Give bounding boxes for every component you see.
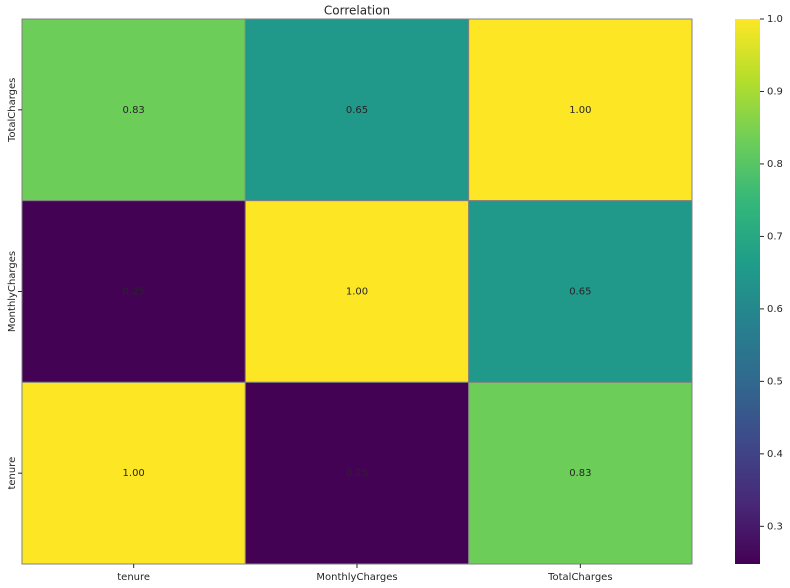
colorbar-tick-label: 0.7 (767, 231, 783, 242)
cell-label: 1.00 (123, 468, 145, 479)
cell-label: 1.00 (346, 287, 368, 298)
colorbar-tick-label: 0.9 (767, 86, 783, 97)
heatmap-cell (21, 18, 246, 202)
x-tick-label: MonthlyCharges (316, 572, 397, 583)
y-tick-label: TotalCharges (7, 78, 18, 143)
colorbar (735, 19, 760, 564)
colorbar-tick-label: 0.6 (767, 304, 783, 315)
heatmap-cell (468, 18, 693, 202)
cell-label: 0.83 (123, 105, 145, 116)
cell-label: 0.25 (123, 287, 145, 298)
heatmap-cell (21, 381, 246, 565)
colorbar-tick-label: 1.0 (767, 14, 783, 25)
colorbar-tick-label: 0.5 (767, 376, 783, 387)
y-tick-label: tenure (7, 457, 18, 490)
y-tick-label: MonthlyCharges (7, 251, 18, 332)
colorbar-tick-label: 0.4 (767, 449, 783, 460)
colorbar-tick-label: 0.8 (767, 159, 783, 170)
heatmap-cell (244, 200, 470, 383)
x-tick-label: TotalCharges (547, 572, 612, 583)
cell-label: 0.25 (346, 468, 368, 479)
heatmap-cell (244, 381, 470, 565)
cell-label: 0.83 (569, 468, 591, 479)
cell-label: 1.00 (569, 105, 591, 116)
colorbar-tick-label: 0.3 (767, 521, 783, 532)
chart-title: Correlation (324, 4, 390, 18)
heatmap-cell (468, 200, 693, 383)
x-tick-label: tenure (117, 572, 150, 583)
cell-label: 0.65 (569, 287, 591, 298)
heatmap-cell (244, 18, 470, 202)
heatmap-cell (21, 200, 246, 383)
cell-label: 0.65 (346, 105, 368, 116)
